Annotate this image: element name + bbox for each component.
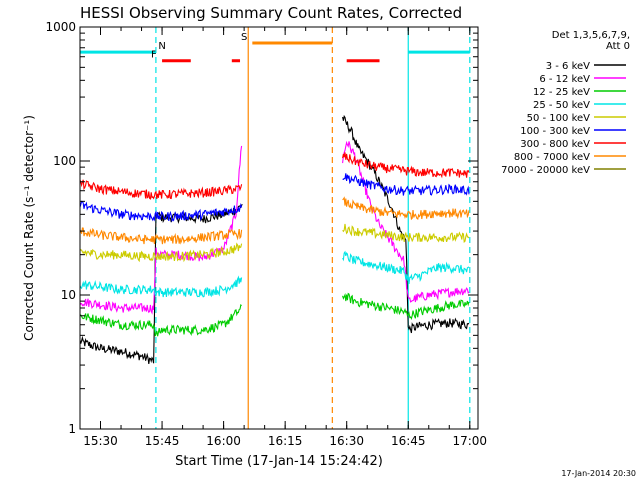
series-line-13: [342, 152, 470, 179]
series-line-9: [342, 223, 470, 244]
series-line-11: [342, 173, 470, 196]
series-line-14: [79, 227, 243, 245]
flag-bars: NF S: [80, 32, 470, 63]
series-line-5: [342, 292, 470, 320]
plot-frame: [79, 26, 479, 430]
y-tick-label-0: 1: [68, 422, 76, 436]
x-tick-label-3: 16:15: [268, 434, 303, 448]
legend-label-3: 25 - 50 keV: [533, 100, 590, 111]
legend-label-8: 7000 - 20000 keV: [501, 165, 590, 176]
series-lines: [79, 114, 470, 364]
x-tick-label-0: 15:30: [83, 434, 118, 448]
series-line-7: [342, 250, 470, 284]
legend-header-1: Att 0: [606, 41, 630, 52]
x-axis-label: Start Time (17-Jan-14 15:24:42): [175, 454, 383, 469]
series-line-4: [79, 303, 242, 337]
legend-label-0: 3 - 6 keV: [546, 61, 590, 72]
footer-date: 17-Jan-2014 20:30: [561, 469, 636, 478]
y-axis-label: Corrected Count Rate (s⁻¹ detector⁻¹): [22, 115, 36, 341]
y-axis-ticks: 1 10 100 1000: [45, 20, 478, 436]
x-tick-label-5: 16:45: [391, 434, 426, 448]
flag-label-f: F: [151, 50, 157, 61]
legend-label-5: 100 - 300 keV: [520, 126, 590, 137]
legend-label-7: 800 - 7000 keV: [514, 152, 590, 163]
series-line-12: [79, 179, 243, 200]
series-line-3: [342, 140, 470, 303]
x-axis-ticks: 15:30 15:45 16:00 16:15 16:30 16:45 17:00: [83, 27, 487, 448]
legend-label-2: 12 - 25 keV: [533, 87, 590, 98]
x-tick-label-6: 17:00: [452, 434, 487, 448]
legend-label-4: 50 - 100 keV: [527, 113, 591, 124]
series-line-1: [342, 114, 470, 334]
y-tick-label-3: 1000: [45, 20, 76, 34]
x-tick-label-1: 15:45: [145, 434, 180, 448]
y-tick-label-1: 10: [61, 288, 76, 302]
series-line-15: [342, 196, 470, 221]
series-line-8: [79, 242, 243, 263]
vertical-markers: [155, 27, 471, 429]
series-line-6: [79, 275, 243, 298]
x-tick-label-4: 16:30: [329, 434, 364, 448]
legend: Det 1,3,5,6,7,9,Att 0 3 - 6 keV 6 - 12 keV…: [501, 30, 630, 176]
legend-label-1: 6 - 12 keV: [539, 74, 590, 85]
chart-title: HESSI Observing Summary Count Rates, Cor…: [80, 4, 462, 22]
flag-label-n: N: [158, 41, 165, 52]
flag-label-s: S: [241, 32, 247, 43]
series-line-10: [79, 200, 243, 223]
x-tick-label-2: 16:00: [206, 434, 241, 448]
legend-label-6: 300 - 800 keV: [520, 139, 590, 150]
series-line-2: [79, 145, 243, 315]
y-tick-label-2: 100: [53, 154, 76, 168]
legend-header-0: Det 1,3,5,6,7,9,: [552, 30, 630, 41]
series-line-0: [79, 204, 243, 364]
